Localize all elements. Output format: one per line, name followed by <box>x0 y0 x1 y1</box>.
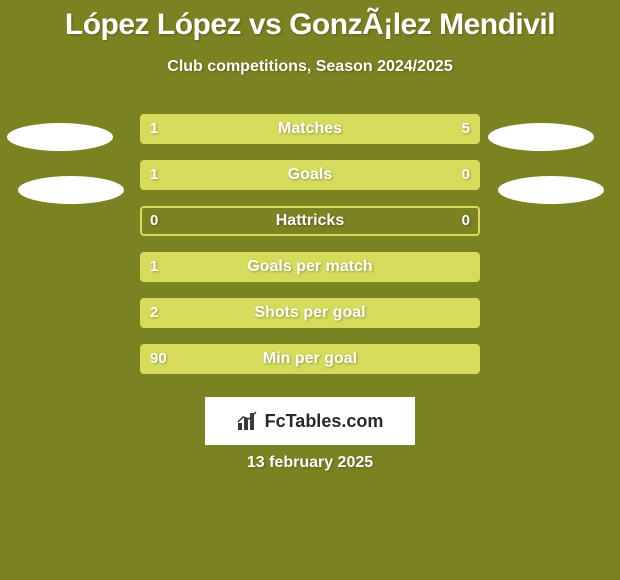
stat-bar-right <box>198 116 478 142</box>
logo-text: FcTables.com <box>265 411 384 432</box>
stat-bar: 0 0 Hattricks <box>140 206 480 236</box>
stat-row-matches: 1 5 Matches <box>0 106 620 152</box>
stat-rows: 1 5 Matches 1 0 Goals 0 0 Hattricks <box>0 106 620 382</box>
logo-inner: FcTables.com <box>237 411 384 432</box>
stat-bar-left <box>142 254 478 280</box>
chart-icon <box>237 411 259 431</box>
stat-label: Hattricks <box>142 208 478 234</box>
stat-value-left: 1 <box>150 254 158 280</box>
stat-row-goals: 1 0 Goals <box>0 152 620 198</box>
stat-bar: 2 Shots per goal <box>140 298 480 328</box>
stat-bar: 90 Min per goal <box>140 344 480 374</box>
stat-value-left: 2 <box>150 300 158 326</box>
stat-bar-left <box>142 162 478 188</box>
stat-value-right: 0 <box>462 208 470 234</box>
stat-bar: 1 0 Goals <box>140 160 480 190</box>
stat-bar-left <box>142 346 478 372</box>
stat-row-min-per-goal: 90 Min per goal <box>0 336 620 382</box>
date-label: 13 february 2025 <box>0 454 620 472</box>
stat-row-shots-per-goal: 2 Shots per goal <box>0 290 620 336</box>
stat-value-left: 0 <box>150 208 158 234</box>
comparison-card: López López vs GonzÃ¡lez Mendivil Club c… <box>0 0 620 580</box>
stat-bar-left <box>142 300 478 326</box>
stat-value-left: 1 <box>150 116 158 142</box>
stat-row-goals-per-match: 1 Goals per match <box>0 244 620 290</box>
stat-bar: 1 Goals per match <box>140 252 480 282</box>
stat-row-hattricks: 0 0 Hattricks <box>0 198 620 244</box>
stat-value-right: 0 <box>462 162 470 188</box>
stat-value-right: 5 <box>462 116 470 142</box>
stat-value-left: 1 <box>150 162 158 188</box>
subtitle: Club competitions, Season 2024/2025 <box>0 58 620 76</box>
stat-value-left: 90 <box>150 346 167 372</box>
source-logo: FcTables.com <box>205 397 415 445</box>
page-title: López López vs GonzÃ¡lez Mendivil <box>0 8 620 42</box>
stat-bar: 1 5 Matches <box>140 114 480 144</box>
